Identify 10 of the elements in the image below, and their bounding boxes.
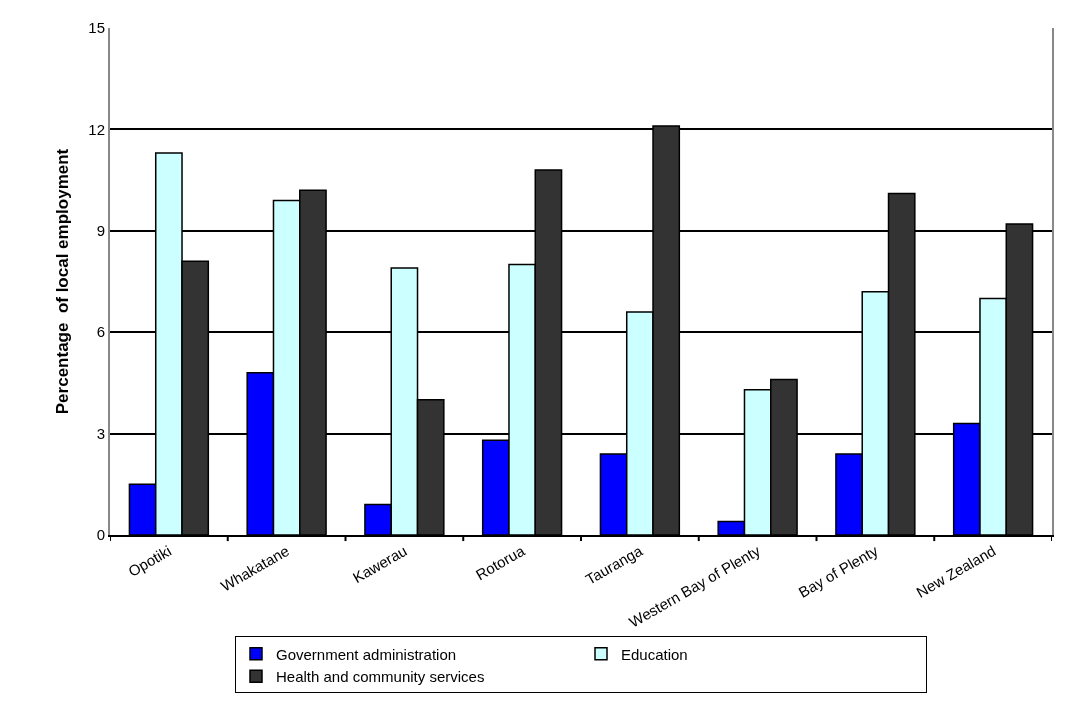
y-tick-label: 9 — [96, 222, 105, 240]
y-tick-label: 12 — [88, 120, 105, 138]
y-tick-label: 3 — [96, 424, 105, 442]
legend-label: Government administration — [276, 645, 457, 663]
y-tick-label: 15 — [88, 19, 105, 37]
y-tick-label: 6 — [96, 323, 105, 341]
legend-label: Health and community services — [276, 668, 485, 685]
y-tick-label: 0 — [96, 526, 105, 544]
legend-label: Education — [621, 645, 688, 663]
y-axis-title: Percentage of local employment — [53, 148, 73, 415]
